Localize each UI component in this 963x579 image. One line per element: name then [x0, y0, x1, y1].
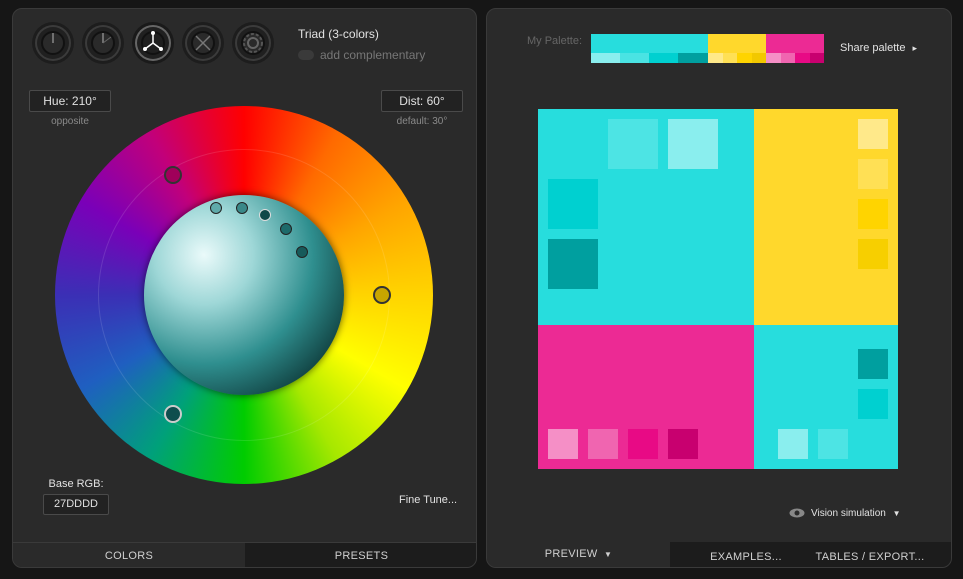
palette-swatch[interactable] [810, 53, 824, 63]
base-rgb-label: Base RGB: [48, 478, 104, 490]
play-arrow-icon: ▸ [912, 43, 918, 53]
shade-dot[interactable] [280, 223, 292, 235]
palette-swatch[interactable] [781, 53, 795, 63]
hue-handle-cyan[interactable] [164, 405, 182, 423]
preview-tile [608, 119, 658, 169]
shade-dot[interactable] [259, 209, 271, 221]
preview-tile [858, 349, 888, 379]
color-wheel-panel: Triad (3-colors) add complementary Hue: … [12, 8, 477, 568]
preview-panel: My Palette: Share palette ▸ [486, 8, 952, 568]
preview-tile [668, 429, 698, 459]
palette-swatch[interactable] [766, 34, 824, 53]
palette-swatch[interactable] [723, 53, 737, 63]
preview-tile [548, 429, 578, 459]
preview-tile [668, 119, 718, 169]
preview-tile [858, 389, 888, 419]
palette-swatch[interactable] [708, 34, 766, 53]
hue-handle-yellow[interactable] [373, 286, 391, 304]
preview-tile [858, 119, 888, 149]
preview-tile [628, 429, 658, 459]
hue-handle-magenta[interactable] [164, 166, 182, 184]
preview-tile [818, 429, 848, 459]
complement-icon[interactable] [85, 25, 121, 61]
eye-icon [789, 508, 805, 518]
mono-icon[interactable] [35, 25, 71, 61]
palette-swatch[interactable] [591, 53, 620, 63]
tab-preview[interactable]: PREVIEW ▼ [487, 542, 670, 567]
shade-dot[interactable] [236, 202, 248, 214]
hue-hint: opposite [51, 116, 89, 127]
tab-examples[interactable]: EXAMPLES... [710, 551, 782, 563]
palette-strip[interactable] [591, 34, 824, 64]
share-palette-button[interactable]: Share palette ▸ [840, 42, 917, 54]
toggle-icon[interactable] [298, 49, 314, 60]
preview-tile [588, 429, 618, 459]
preview-tile [548, 239, 598, 289]
shade-dot[interactable] [210, 202, 222, 214]
palette-swatch[interactable] [708, 53, 723, 63]
tab-tables-export[interactable]: TABLES / EXPORT... [815, 551, 925, 563]
chevron-down-icon: ▼ [603, 550, 613, 559]
hue-field[interactable]: Hue: 210° [29, 90, 111, 112]
palette-swatch[interactable] [620, 53, 649, 63]
tetrad-icon[interactable] [185, 25, 221, 61]
base-rgb-input[interactable]: 27DDDD [43, 494, 109, 515]
palette-swatch[interactable] [752, 53, 766, 63]
tab-preview-label: PREVIEW [544, 548, 598, 560]
shade-dot[interactable] [296, 246, 308, 258]
distance-hint: default: 30° [396, 116, 448, 127]
preview-tile [858, 199, 888, 229]
distance-field[interactable]: Dist: 60° [381, 90, 463, 112]
share-palette-label: Share palette [840, 42, 906, 54]
palette-swatch[interactable] [766, 53, 781, 63]
chevron-down-icon: ▼ [892, 509, 901, 518]
triad-icon[interactable] [135, 25, 171, 61]
palette-swatch[interactable] [737, 53, 752, 63]
tab-colors[interactable]: COLORS [13, 543, 245, 567]
tab-strip-bg [670, 542, 951, 567]
vision-simulation-button[interactable]: Vision simulation ▼ [789, 508, 901, 519]
freestyle-icon[interactable] [235, 25, 271, 61]
preview-area [538, 109, 898, 469]
wheel-center-sphere[interactable] [144, 195, 344, 395]
preview-tile [858, 239, 888, 269]
preview-tile [778, 429, 808, 459]
scheme-title: Triad (3-colors) [298, 27, 379, 41]
preview-tile [548, 179, 598, 229]
tab-divider [13, 542, 476, 543]
tab-presets[interactable]: PRESETS [245, 543, 476, 567]
add-complementary-toggle[interactable]: add complementary [298, 46, 425, 64]
fine-tune-link[interactable]: Fine Tune... [399, 494, 458, 506]
vision-simulation-label: Vision simulation [811, 508, 886, 519]
palette-swatch[interactable] [649, 53, 678, 63]
palette-swatch[interactable] [591, 34, 708, 53]
palette-swatch[interactable] [678, 53, 708, 63]
palette-label: My Palette: [527, 35, 583, 47]
palette-swatch[interactable] [795, 53, 810, 63]
preview-tile [858, 159, 888, 189]
add-complementary-label: add complementary [320, 47, 426, 62]
